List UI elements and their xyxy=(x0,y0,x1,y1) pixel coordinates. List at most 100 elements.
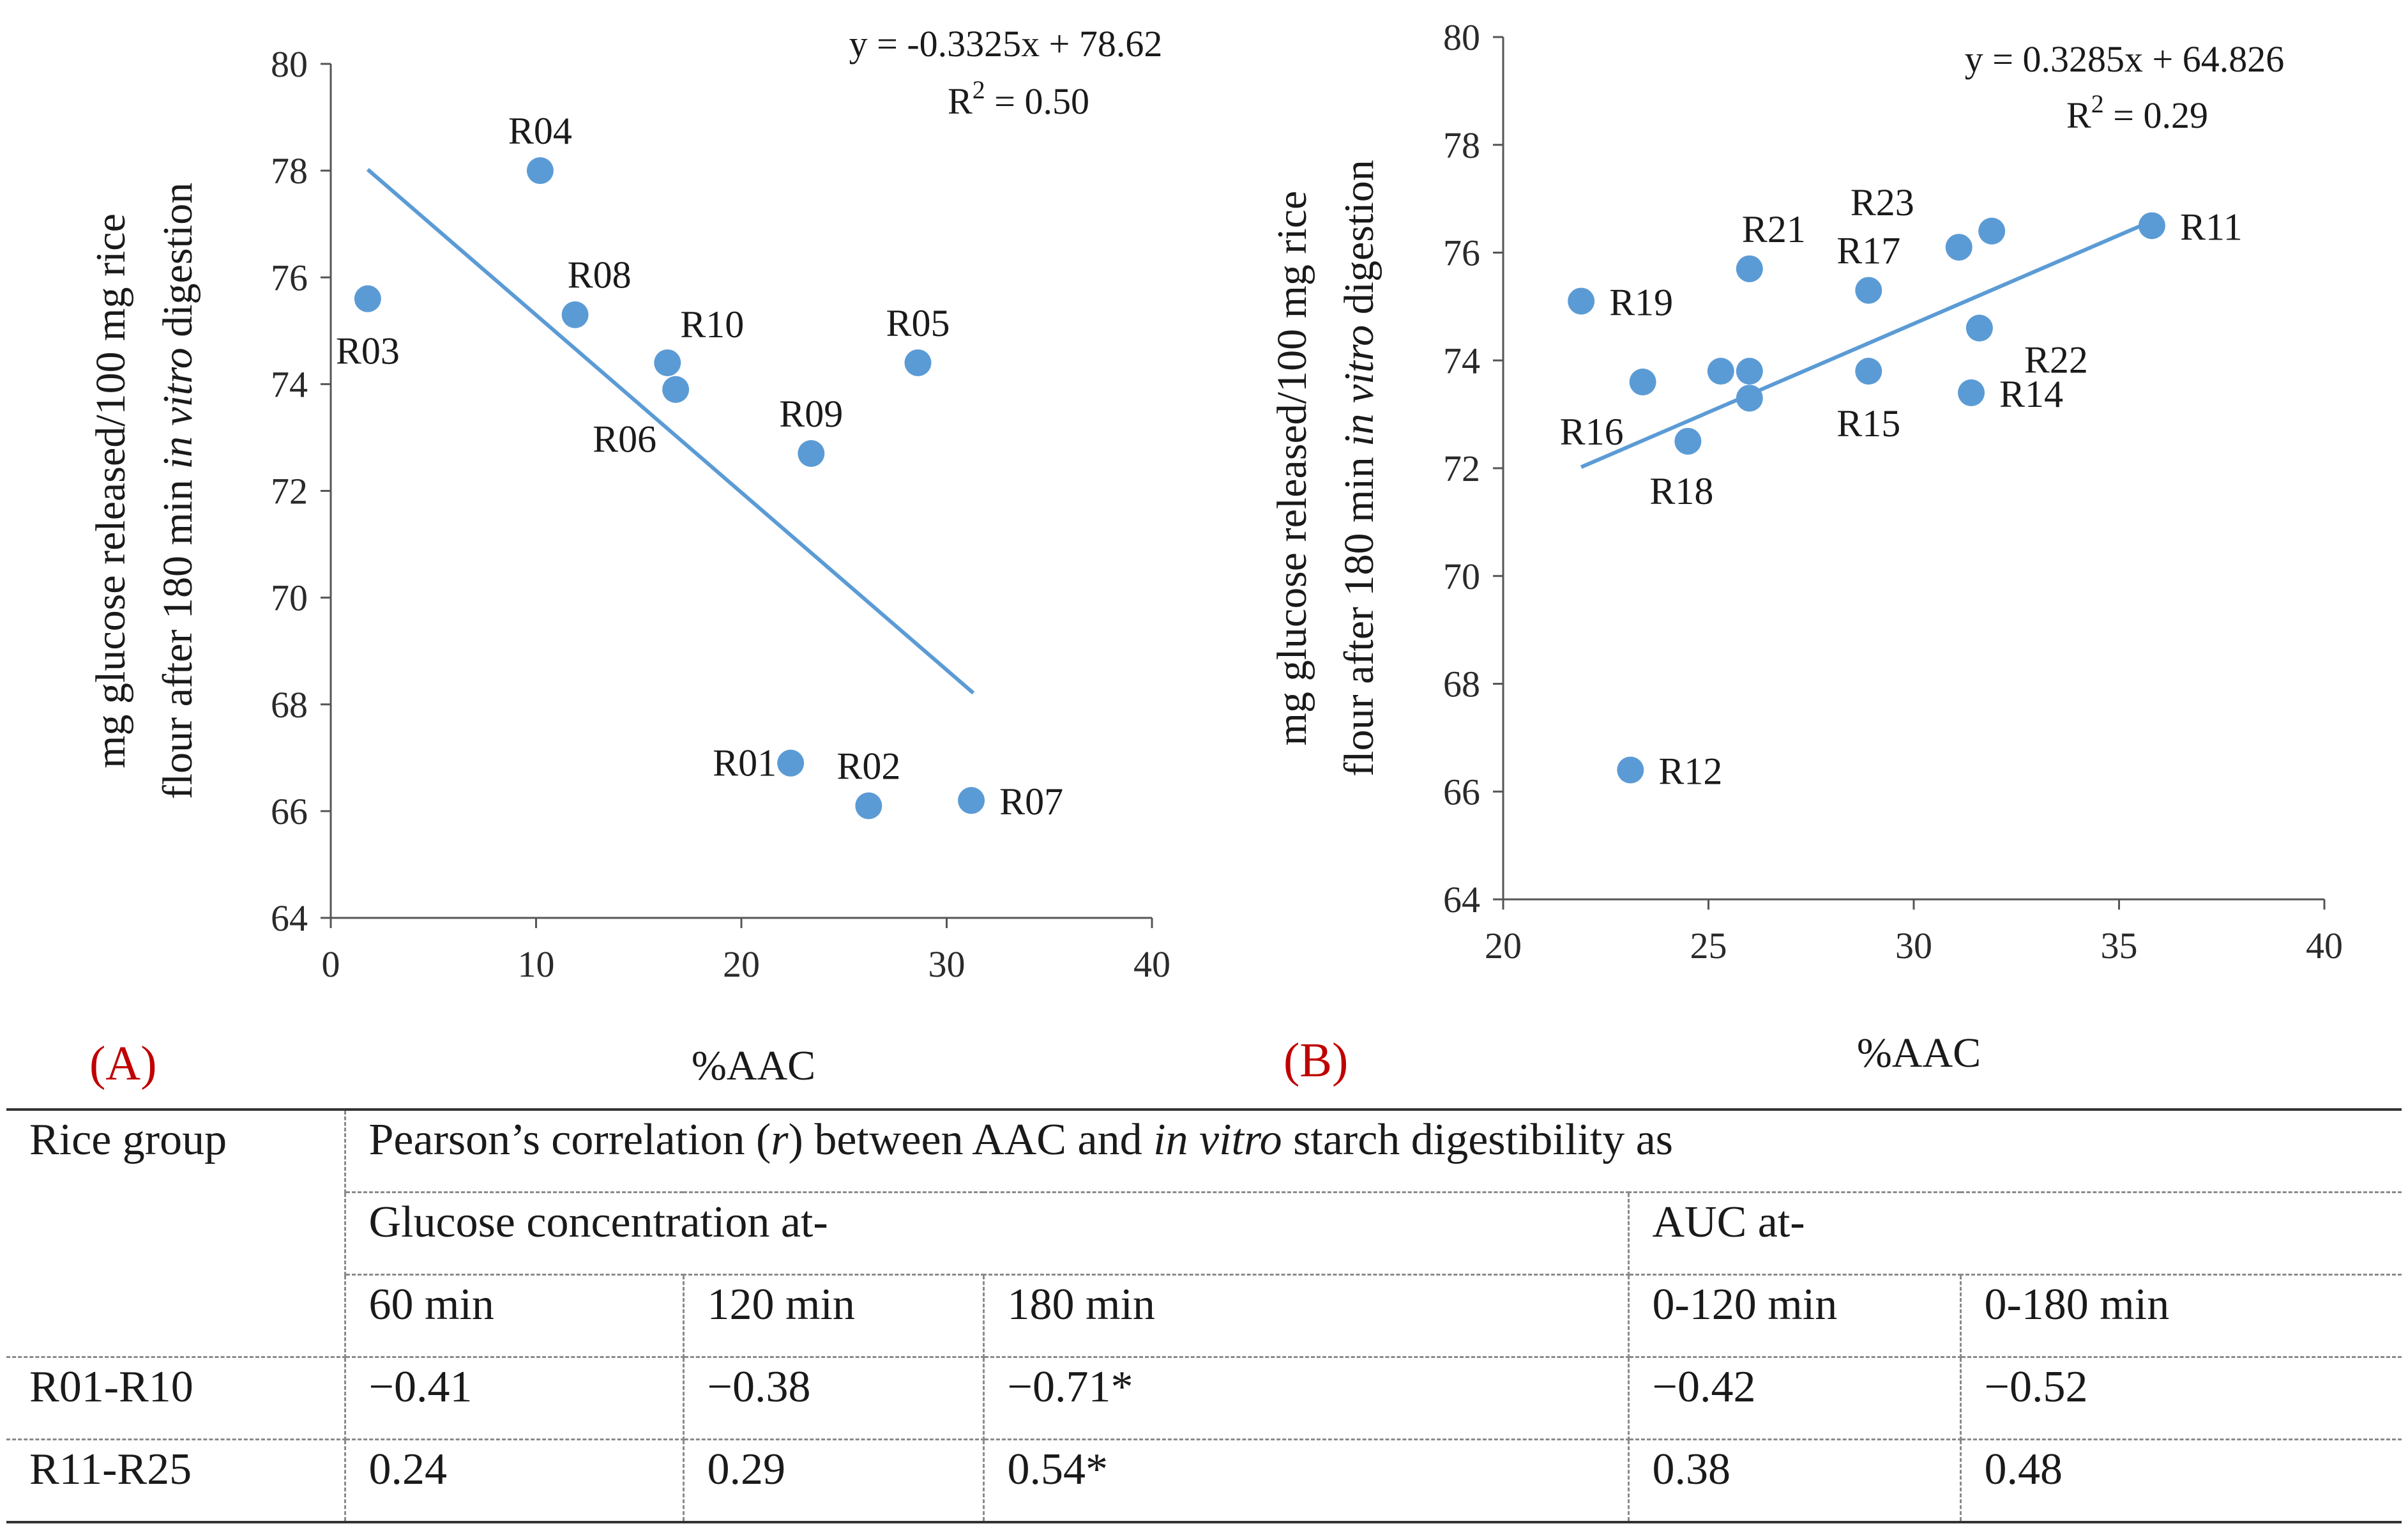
r-squared-value: = 0.50 xyxy=(985,80,1089,122)
x-axis-title: %AAC xyxy=(692,1042,815,1089)
data-point-r22 xyxy=(1965,314,1993,342)
y-tick-label: 68 xyxy=(271,684,308,726)
header-rice-group-spacer xyxy=(6,1192,346,1275)
point-label-r02: R02 xyxy=(837,745,900,788)
y-axis-title-line1: mg glucose released/100 mg rice xyxy=(87,213,134,768)
point-label-r12: R12 xyxy=(1658,751,1722,793)
table-cell: 0.29 xyxy=(682,1438,985,1524)
r-squared: R2 = 0.29 xyxy=(2066,89,2208,136)
y-tick-label: 78 xyxy=(1443,125,1480,166)
x-axis-title: %AAC xyxy=(1857,1030,1981,1076)
column-header: 0-120 min xyxy=(1627,1273,1962,1359)
trend-equation: y = 0.3285x + 64.826 xyxy=(1965,38,2284,80)
data-point-r16 xyxy=(1629,369,1656,395)
y-tick-label: 66 xyxy=(271,791,308,832)
table-cell: −0.52 xyxy=(1959,1356,2402,1441)
x-tick-label: 30 xyxy=(1895,925,1932,966)
point-label-r22: R22 xyxy=(2024,339,2088,381)
data-point-r09 xyxy=(798,440,825,468)
column-header: 120 min xyxy=(682,1273,985,1359)
y-axis-title-part: digestion xyxy=(1336,160,1382,325)
trendline xyxy=(1580,219,2153,469)
point-label-r06: R06 xyxy=(593,418,656,461)
panel-label-a: (A) xyxy=(89,1037,157,1090)
x-tick-label: 10 xyxy=(518,943,555,985)
point-label-r14: R14 xyxy=(1999,373,2063,415)
data-point-r01 xyxy=(777,749,805,777)
y-axis-title-italic: in vitro xyxy=(155,347,201,469)
y-tick-label: 70 xyxy=(271,577,308,619)
table-header-row: Rice group Pearson’s correlation (r) bet… xyxy=(6,1108,2402,1193)
r-squared-symbol: R xyxy=(2066,95,2091,136)
y-tick-label: 78 xyxy=(271,150,308,192)
data-point-r18 xyxy=(1674,427,1702,455)
point-label-r15: R15 xyxy=(1836,402,1900,445)
x-tick-label: 40 xyxy=(1133,943,1170,985)
data-point-r08 xyxy=(561,301,589,328)
x-tick-label: 20 xyxy=(723,943,760,985)
x-tick-label: 40 xyxy=(2306,925,2343,966)
point-label-r04: R04 xyxy=(508,110,572,152)
r-squared-value: = 0.29 xyxy=(2104,95,2208,136)
correlation-table: Rice group Pearson’s correlation (r) bet… xyxy=(6,1108,2402,1524)
data-point-r03 xyxy=(354,285,381,312)
column-header: 0-180 min xyxy=(1959,1273,2402,1359)
y-axis-title-line1: mg glucose released/100 mg rice xyxy=(1269,191,1315,746)
r-squared: R2 = 0.50 xyxy=(948,75,1089,122)
y-axis-title-line2: flour after 180 min in vitro digestion xyxy=(1336,160,1382,776)
data-point-r17 xyxy=(1855,277,1882,304)
y-axis-title-part: digestion xyxy=(155,183,201,348)
table-cell: 0.38 xyxy=(1627,1438,1962,1524)
header-rice-group-spacer xyxy=(6,1274,346,1359)
data-point-r14 xyxy=(1958,379,1985,406)
trend-equation: y = -0.3325x + 78.62 xyxy=(849,23,1163,65)
point-label-r07: R07 xyxy=(999,781,1063,823)
y-tick-label: 74 xyxy=(1443,340,1480,381)
chart-panel-b: 64 66 68 70 72 74 76 78 80 20 25 30 35 40 R11 R12 R14 R15… xyxy=(1269,17,2343,1087)
data-point-r10 xyxy=(654,349,681,376)
data-point-r04 xyxy=(526,157,554,185)
y-tick-label: 68 xyxy=(1443,664,1480,705)
column-header: 60 min xyxy=(344,1273,685,1359)
data-point-r11 xyxy=(2138,212,2165,240)
data-point-r12 xyxy=(1617,756,1644,784)
y-tick-label: 66 xyxy=(1443,771,1480,812)
table-row: R11-R25 0.24 0.29 0.54* 0.38 0.48 xyxy=(6,1438,2402,1524)
y-axis-title-line2: flour after 180 min in vitro digestion xyxy=(155,183,201,799)
y-axis-title-part: flour after 180 min xyxy=(155,469,201,799)
r-squared-symbol: R xyxy=(948,80,973,122)
panel-label-b: (B) xyxy=(1284,1033,1348,1087)
x-tick-label: 0 xyxy=(322,943,340,985)
data-point-r21 xyxy=(1736,255,1763,282)
header-glucose-group: Glucose concentration at- xyxy=(344,1191,1630,1276)
y-axis-title-part: flour after 180 min xyxy=(1336,446,1382,777)
point-label-r01: R01 xyxy=(713,742,776,784)
point-label-r23: R23 xyxy=(1851,181,1914,224)
header-pearson-correlation: Pearson’s correlation (r) between AAC an… xyxy=(344,1108,2402,1193)
point-label-r10: R10 xyxy=(680,303,744,346)
y-tick-label: 64 xyxy=(1443,879,1480,920)
data-point-r05 xyxy=(904,349,932,376)
x-tick-label: 35 xyxy=(2101,925,2138,966)
point-label-r21: R21 xyxy=(1742,208,1806,250)
trendline xyxy=(366,168,975,695)
data-point-r15 xyxy=(1855,358,1882,385)
table-cell: 0.48 xyxy=(1959,1438,2402,1524)
header-rice-group: Rice group xyxy=(6,1108,346,1193)
data-point-r07 xyxy=(958,787,985,814)
column-header: 180 min xyxy=(982,1273,1630,1359)
data-point-r23 xyxy=(1945,234,1973,261)
table-subheader-row: Glucose concentration at- AUC at- xyxy=(6,1191,2402,1276)
y-tick-label: 80 xyxy=(271,43,308,85)
point-label-r16: R16 xyxy=(1560,411,1624,453)
data-point-r13 xyxy=(1736,358,1763,385)
y-tick-label: 64 xyxy=(271,897,308,939)
y-tick-label: 76 xyxy=(1443,233,1480,274)
table-cell: −0.42 xyxy=(1627,1356,1962,1441)
data-point-r19 xyxy=(1568,287,1595,315)
table-cell: −0.38 xyxy=(682,1356,985,1441)
charts-area: 64 66 68 70 72 74 76 78 80 0 10 20 30 40 R01 R02 R03 R04 R… xyxy=(87,17,2343,1090)
data-point-r02 xyxy=(855,792,882,820)
table-cell: 0.54* xyxy=(982,1438,1630,1524)
header-auc-group: AUC at- xyxy=(1627,1191,2402,1276)
